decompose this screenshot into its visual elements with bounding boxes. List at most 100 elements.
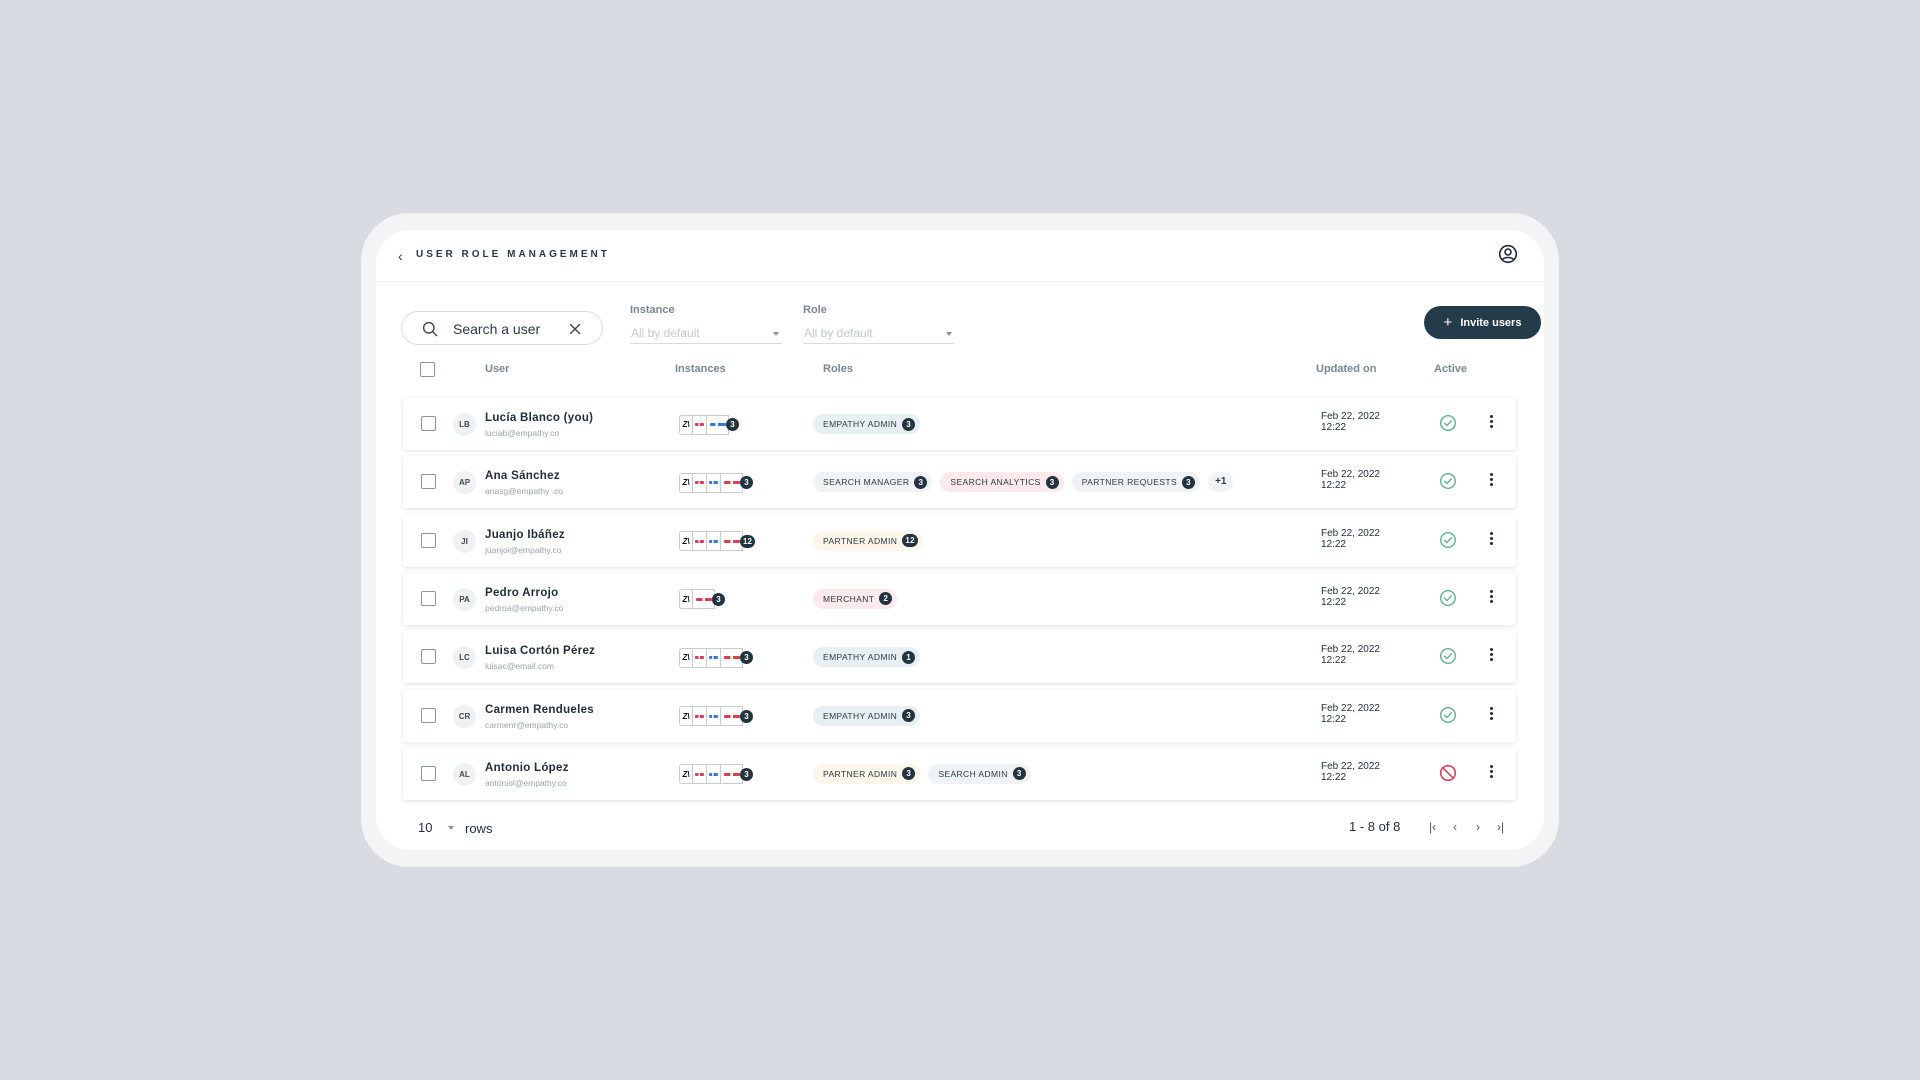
user-email: anasg@empathy .co [485,486,564,497]
more-options-icon[interactable] [1488,531,1494,550]
more-options-icon[interactable] [1488,764,1494,783]
avatar: LC [453,646,476,670]
user-name: Ana Sánchez [485,470,560,483]
role-chip[interactable]: PARTNER ADMIN 12 [813,530,924,551]
roles-group: PARTNER ADMIN 3 SEARCH ADMIN 3 [813,763,1031,784]
row-checkbox[interactable] [421,416,436,431]
role-chip-label: SEARCH ADMIN [938,768,1008,779]
role-select[interactable]: All by default [803,324,955,344]
role-chip[interactable]: PARTNER REQUESTS 3 [1071,472,1201,493]
row-checkbox[interactable] [421,765,436,781]
instances-group[interactable]: 3 [679,706,753,727]
instances-group[interactable]: 3 [679,472,753,493]
instance-logo-icon [679,531,693,552]
user-name: Antonio López [485,761,569,774]
role-chip[interactable]: EMPATHY ADMIN 3 [813,705,921,726]
role-filter: Role All by default [803,304,955,344]
caret-down-icon [448,826,455,830]
table-footer: 10 rows 1 - 8 of 8 |‹ ‹ › ›| [376,810,1544,850]
role-count-badge: 12 [902,534,919,548]
last-page-icon[interactable]: ›| [1497,820,1505,834]
active-check-icon [1439,648,1457,665]
updated-date: Feb 22, 2022 [1321,585,1380,597]
role-chip-label: PARTNER ADMIN [823,535,898,546]
role-chip[interactable]: SEARCH ADMIN 3 [928,763,1031,784]
instances-group[interactable]: 3 [679,589,725,610]
more-options-icon[interactable] [1488,706,1494,725]
updated-on: Feb 22, 2022 12:22 [1321,411,1380,433]
row-checkbox[interactable] [421,532,436,548]
updated-on: Feb 22, 2022 12:22 [1321,703,1380,725]
roles-group: PARTNER ADMIN 12 [813,530,924,551]
avatar: JI [453,529,476,553]
more-options-icon[interactable] [1488,648,1494,666]
top-bar: ‹ USER ROLE MANAGEMENT [376,230,1544,282]
instance-logo-icon [693,531,707,552]
pagination-range: 1 - 8 of 8 [1349,819,1401,834]
column-header-active: Active [1434,363,1468,375]
row-checkbox[interactable] [421,590,436,606]
instances-group[interactable]: 3 [679,647,753,668]
role-count-badge: 1 [902,650,916,664]
more-options-icon[interactable] [1488,473,1494,491]
role-count-badge: 3 [1182,475,1196,489]
caret-down-icon [773,332,779,336]
role-chip-label: MERCHANT [823,593,875,604]
next-page-icon[interactable]: › [1476,820,1480,834]
instances-group[interactable]: 3 [679,414,739,435]
instance-count-badge: 3 [712,592,725,606]
role-chip-label: EMPATHY ADMIN [823,710,898,721]
table-row[interactable]: PA Pedro Arrojo pedroa@empathy.co 3 MERCHANT… [403,572,1516,625]
instance-logo-icon [679,647,693,668]
close-icon[interactable] [568,322,582,336]
instance-select[interactable]: All by default [630,324,782,344]
row-checkbox[interactable] [421,649,436,665]
role-chip[interactable]: MERCHANT 2 [813,588,898,609]
inactive-blocked-icon [1439,764,1457,781]
user-circle-icon[interactable] [1498,244,1518,264]
row-checkbox[interactable] [421,707,436,723]
rows-per-page-select[interactable]: 10 [418,820,455,835]
role-chip[interactable]: SEARCH ANALYTICS 3 [940,472,1064,493]
role-chip[interactable]: EMPATHY ADMIN 1 [813,647,921,668]
more-options-icon[interactable] [1488,589,1494,608]
role-chip-label: PARTNER REQUESTS [1081,477,1178,488]
search-input[interactable] [453,319,563,339]
roles-group: EMPATHY ADMIN 3 [813,414,921,434]
instance-count-badge: 3 [740,709,753,723]
role-chip[interactable]: EMPATHY ADMIN 3 [813,414,921,434]
row-checkbox[interactable] [421,474,436,490]
select-all-checkbox[interactable] [420,362,435,377]
instances-group[interactable]: 3 [679,764,753,785]
column-header-instances: Instances [675,363,726,375]
table-row[interactable]: LC Luisa Cortón Pérez luisac@email.com 3 EMP… [403,631,1516,684]
updated-time: 12:22 [1321,422,1347,433]
role-chip-label: SEARCH ANALYTICS [950,477,1041,488]
avatar: LB [453,413,476,436]
avatar: PA [453,587,476,611]
previous-page-icon[interactable]: ‹ [1453,820,1457,834]
invite-users-button[interactable]: + Invite users [1424,306,1541,339]
more-options-icon[interactable] [1488,415,1494,433]
instance-logo-icon [707,472,721,493]
avatar: AL [453,762,476,786]
role-chip-label: EMPATHY ADMIN [823,419,898,429]
first-page-icon[interactable]: |‹ [1429,820,1437,834]
instances-group[interactable]: 12 [679,531,755,552]
role-chip-label: SEARCH MANAGER [823,477,910,488]
invite-users-label: Invite users [1460,317,1522,329]
role-chip[interactable]: PARTNER ADMIN 3 [813,763,921,784]
user-email: luisac@email.com [485,661,555,672]
role-chip[interactable]: SEARCH MANAGER 3 [813,472,933,493]
roles-group: MERCHANT 2 [813,588,898,609]
updated-date: Feb 22, 2022 [1321,527,1380,539]
chevron-left-icon[interactable]: ‹ [398,248,403,264]
more-roles-chip[interactable]: +1 [1208,472,1234,493]
updated-on: Feb 22, 2022 12:22 [1321,586,1380,608]
updated-time: 12:22 [1321,596,1347,608]
